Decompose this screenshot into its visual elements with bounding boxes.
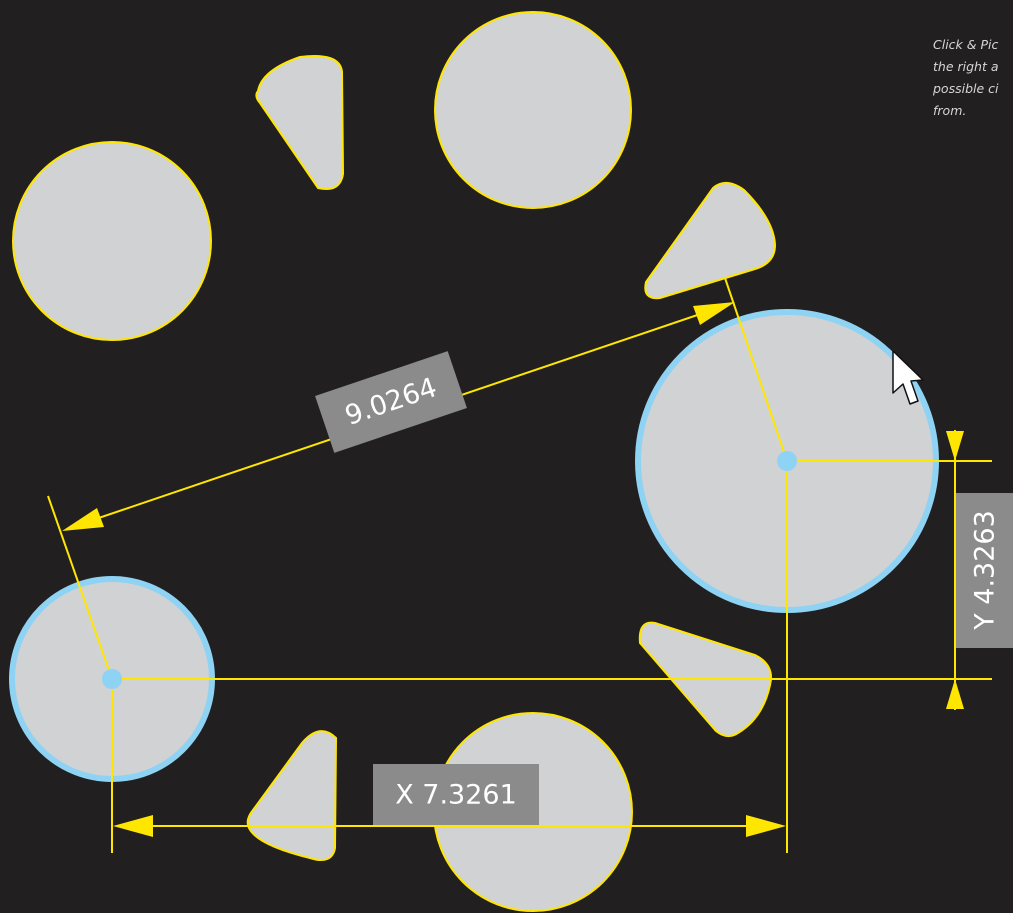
center-point-small[interactable] — [102, 669, 122, 689]
distance-arrow-right — [693, 302, 735, 325]
y-dimension[interactable]: Y 4.3263 — [946, 430, 1013, 710]
caption-line-1: Click & Pic — [933, 37, 999, 52]
y-arrow-top — [946, 431, 964, 461]
y-label: Y 4.3263 — [970, 510, 1001, 631]
y-arrow-bottom — [946, 679, 964, 709]
distance-arrow-left — [62, 508, 104, 531]
x-dimension[interactable]: X 7.3261 — [113, 764, 786, 837]
slot-bottom-left[interactable] — [246, 730, 338, 861]
reference-lines — [47, 277, 992, 853]
instruction-caption: Click & Pic the right a possible ci from… — [933, 34, 1013, 122]
distance-dimension[interactable]: 9.0264 — [62, 302, 735, 531]
x-label: X 7.3261 — [395, 780, 517, 811]
x-arrow-left — [113, 815, 153, 837]
circle-hole-top[interactable] — [434, 11, 632, 209]
caption-line-4: from. — [933, 103, 967, 118]
slot-top-left[interactable] — [255, 55, 345, 190]
y-label-box — [956, 493, 1013, 648]
distance-label-box — [315, 351, 467, 453]
caption-line-3: possible ci — [933, 81, 999, 96]
x-label-box — [373, 764, 539, 825]
slot-top-right[interactable] — [644, 182, 777, 300]
mouse-cursor-icon — [892, 350, 924, 405]
circle-hole-left[interactable] — [12, 141, 212, 341]
center-point-large[interactable] — [777, 451, 797, 471]
caption-line-2: the right a — [933, 59, 999, 74]
x-arrow-right — [746, 815, 786, 837]
